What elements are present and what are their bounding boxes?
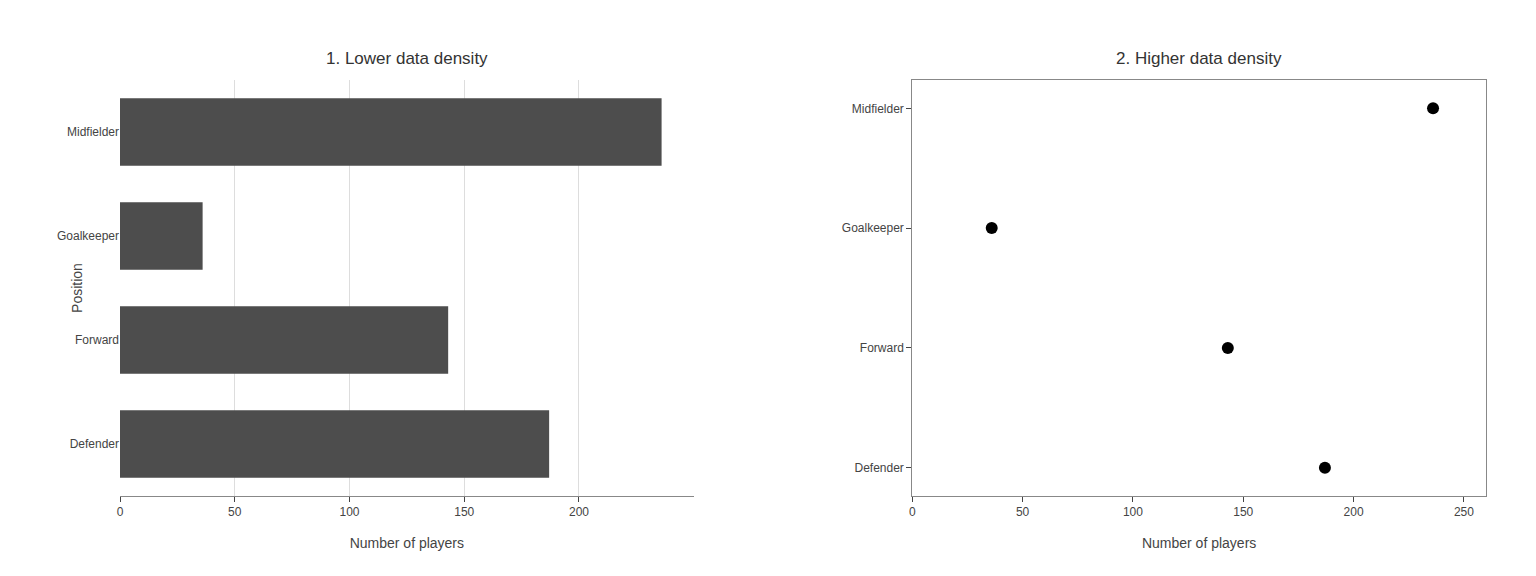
svg-text:0: 0 xyxy=(117,505,124,519)
svg-text:Defender: Defender xyxy=(855,461,904,475)
svg-text:50: 50 xyxy=(228,505,242,519)
svg-text:2. Higher data density: 2. Higher data density xyxy=(1116,49,1282,68)
svg-text:100: 100 xyxy=(339,505,359,519)
svg-text:150: 150 xyxy=(1233,505,1253,519)
svg-text:200: 200 xyxy=(1344,505,1364,519)
svg-text:Goalkeeper: Goalkeeper xyxy=(842,221,904,235)
svg-text:Number of players: Number of players xyxy=(1142,535,1256,551)
svg-text:50: 50 xyxy=(1016,505,1030,519)
svg-text:250: 250 xyxy=(1454,505,1474,519)
svg-text:Number of players: Number of players xyxy=(350,535,464,551)
svg-text:0: 0 xyxy=(909,505,916,519)
svg-text:100: 100 xyxy=(1123,505,1143,519)
svg-text:Midfielder: Midfielder xyxy=(67,125,119,139)
svg-text:Midfielder: Midfielder xyxy=(852,102,904,116)
svg-text:Position: Position xyxy=(69,263,85,313)
svg-text:Defender: Defender xyxy=(70,437,119,451)
svg-text:150: 150 xyxy=(454,505,474,519)
svg-text:Forward: Forward xyxy=(75,333,119,347)
svg-text:Forward: Forward xyxy=(860,341,904,355)
svg-text:200: 200 xyxy=(569,505,589,519)
svg-text:1. Lower data density: 1. Lower data density xyxy=(326,49,488,68)
svg-text:Goalkeeper: Goalkeeper xyxy=(57,229,119,243)
